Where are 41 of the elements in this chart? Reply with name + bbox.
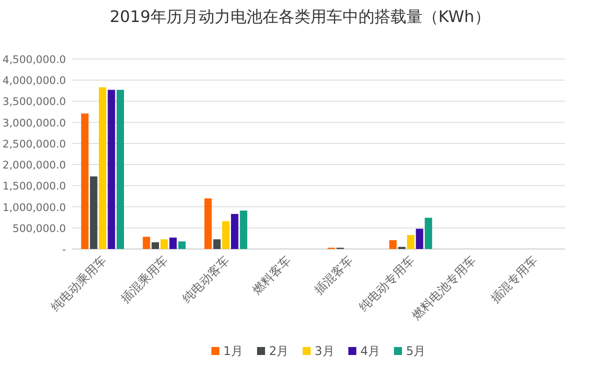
legend-label: 3月 bbox=[314, 344, 334, 358]
x-tick-label: 纯电动客车 bbox=[180, 253, 232, 306]
legend-label: 1月 bbox=[223, 344, 244, 358]
y-tick-label: 2,500,000.0 bbox=[2, 138, 66, 150]
y-tick-label: - bbox=[62, 244, 66, 256]
bar bbox=[178, 241, 186, 249]
legend-label: 4月 bbox=[360, 344, 380, 358]
y-tick-label: 4,000,000.0 bbox=[2, 75, 66, 88]
legend-label: 2月 bbox=[269, 344, 289, 358]
x-tick-label: 插混专用车 bbox=[488, 253, 540, 306]
bar bbox=[213, 239, 221, 249]
bar bbox=[204, 198, 212, 249]
y-tick-label: 1,500,000.0 bbox=[2, 180, 66, 193]
x-tick-label: 纯电动乘用车 bbox=[48, 253, 109, 314]
bar bbox=[389, 240, 397, 249]
y-tick-label: 3,500,000.0 bbox=[2, 96, 66, 108]
bar bbox=[231, 214, 238, 249]
bar bbox=[416, 228, 424, 249]
bar bbox=[152, 242, 159, 249]
bar bbox=[108, 90, 116, 249]
bar bbox=[98, 87, 106, 249]
chart-title: 2019年历月动力电池在各类用车中的搭载量（KWh） bbox=[110, 7, 490, 26]
y-tick-label: 500,000.0 bbox=[12, 222, 66, 235]
y-tick-label: 1,000,000.0 bbox=[2, 202, 66, 214]
x-tick-label: 插混乘用车 bbox=[118, 253, 171, 306]
y-tick-label: 4,500,000.0 bbox=[2, 54, 66, 66]
y-tick-label: 3,000,000.0 bbox=[2, 117, 66, 130]
bar bbox=[142, 236, 150, 249]
bar bbox=[424, 218, 432, 249]
bar bbox=[116, 90, 124, 249]
x-tick-label: 燃料客车 bbox=[250, 253, 294, 298]
bar bbox=[222, 221, 230, 249]
bar bbox=[407, 235, 414, 249]
bar bbox=[90, 176, 98, 249]
y-tick-label: 2,000,000.0 bbox=[2, 160, 66, 172]
bar bbox=[81, 113, 88, 249]
legend-label: 5月 bbox=[406, 344, 426, 358]
x-tick-label: 插混客车 bbox=[312, 253, 356, 298]
bar bbox=[160, 239, 168, 249]
bar bbox=[240, 210, 248, 249]
bar bbox=[169, 238, 177, 249]
